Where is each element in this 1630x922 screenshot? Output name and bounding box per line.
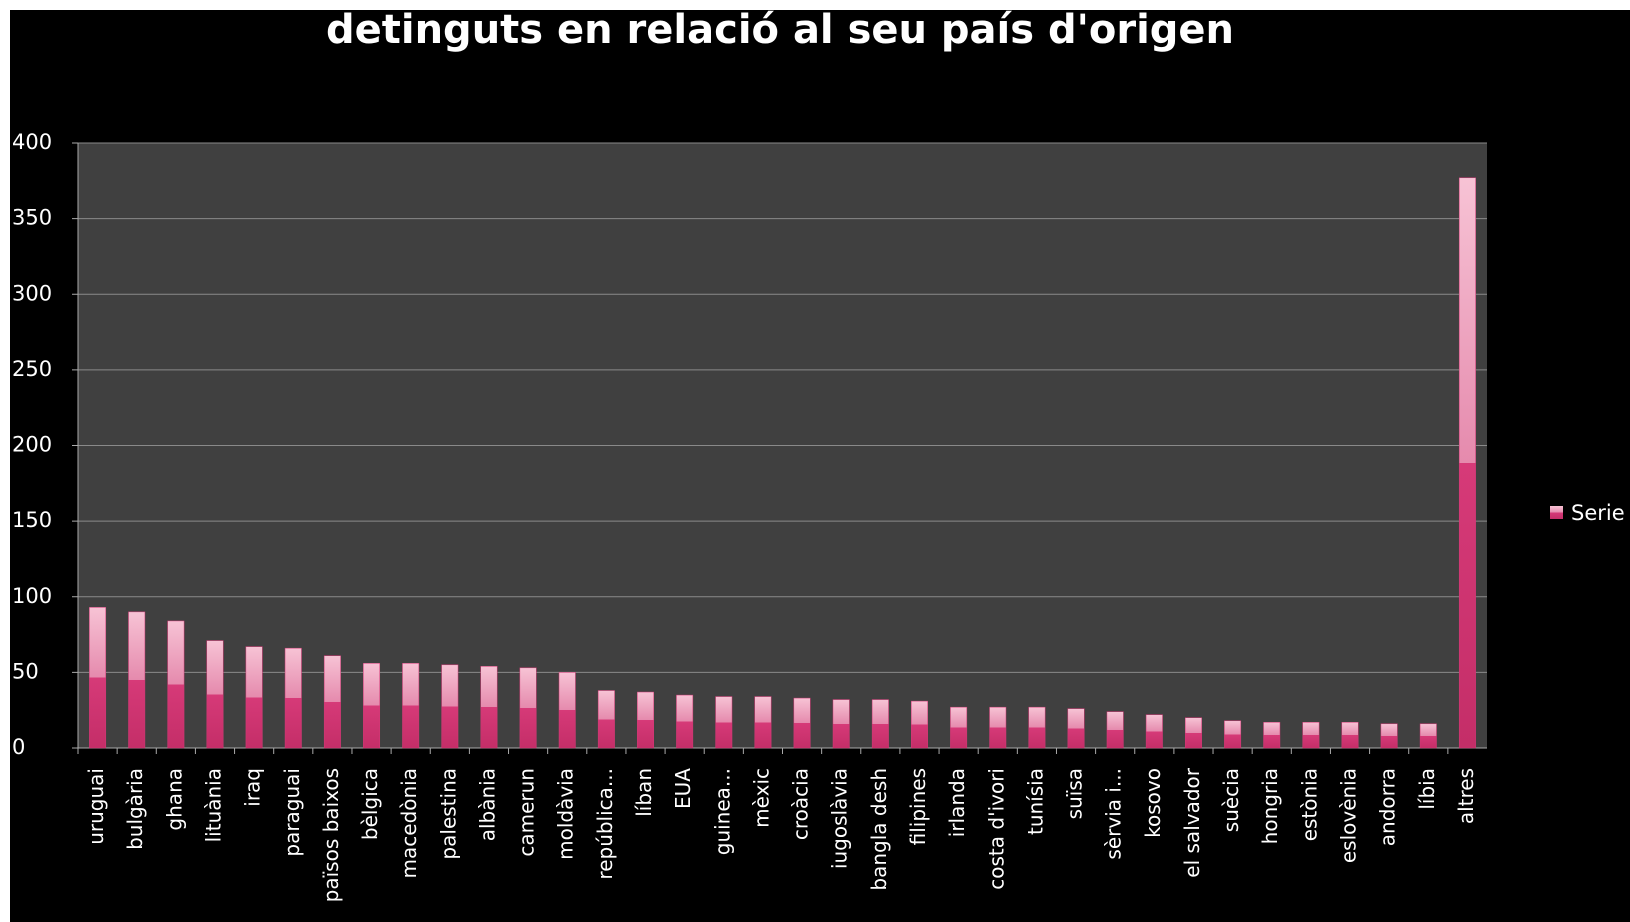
x-tick-label: altres bbox=[1454, 768, 1478, 824]
x-tick-label: costa d'ivori bbox=[984, 768, 1008, 890]
bar bbox=[1302, 722, 1320, 749]
x-tick-label: suïsa bbox=[1063, 768, 1087, 819]
legend-swatch bbox=[1550, 506, 1563, 519]
x-tick-label: bangla desh bbox=[867, 768, 891, 891]
bar bbox=[1419, 723, 1437, 749]
x-tick-label: bèlgica bbox=[358, 768, 382, 840]
x-tick-label: bulgària bbox=[123, 768, 147, 850]
bar bbox=[1184, 717, 1202, 749]
x-tick-label: filipines bbox=[906, 768, 930, 845]
x-tick-label: andorra bbox=[1376, 768, 1400, 846]
x-tick-label: iugoslàvia bbox=[828, 768, 852, 869]
y-tick-label: 200 bbox=[12, 433, 52, 457]
y-tick-label: 0 bbox=[12, 735, 25, 759]
bar bbox=[206, 640, 224, 749]
bar bbox=[1341, 722, 1359, 749]
bar bbox=[754, 696, 772, 749]
bar bbox=[363, 663, 381, 749]
x-tick-label: camerun bbox=[515, 768, 539, 857]
bar bbox=[637, 691, 654, 749]
bar bbox=[558, 672, 576, 749]
bar bbox=[950, 706, 968, 749]
y-tick-label: 250 bbox=[12, 357, 52, 381]
bar bbox=[793, 697, 811, 749]
x-tick-label: iraq bbox=[241, 768, 265, 807]
x-tick-label: guinea... bbox=[710, 768, 734, 855]
bar bbox=[323, 655, 341, 749]
bar bbox=[676, 694, 694, 749]
bar bbox=[911, 700, 928, 749]
x-tick-label: palestina bbox=[436, 768, 460, 860]
x-tick-label: uruguai bbox=[84, 768, 108, 845]
y-tick-label: 350 bbox=[12, 206, 52, 230]
bar bbox=[1380, 723, 1398, 749]
x-tick-label: líban bbox=[632, 768, 656, 817]
bar bbox=[167, 620, 185, 749]
y-tick-label: 400 bbox=[12, 130, 52, 154]
x-tick-label: paraguai bbox=[280, 768, 304, 857]
y-tick-label: 300 bbox=[12, 281, 52, 305]
x-tick-label: macedònia bbox=[397, 768, 421, 878]
bar bbox=[128, 611, 146, 749]
bar bbox=[1224, 720, 1242, 749]
y-tick-label: 150 bbox=[12, 508, 52, 532]
chart-title: detinguts en relació al seu país d'orige… bbox=[326, 7, 1234, 53]
bar bbox=[832, 699, 850, 749]
x-tick-label: irlanda bbox=[945, 768, 969, 837]
x-tick-label: EUA bbox=[671, 768, 695, 809]
x-tick-label: albània bbox=[475, 768, 499, 841]
bar bbox=[1067, 708, 1085, 749]
x-tick-label: moldàvia bbox=[554, 768, 578, 860]
bar bbox=[871, 699, 889, 749]
bar bbox=[597, 690, 615, 749]
x-tick-label: lituània bbox=[201, 768, 225, 842]
x-tick-label: mèxic bbox=[749, 768, 773, 828]
x-tick-label: líbia bbox=[1415, 768, 1439, 810]
bar bbox=[1458, 177, 1476, 749]
x-tick-label: hongria bbox=[1258, 768, 1282, 844]
bar bbox=[519, 667, 537, 749]
bar bbox=[989, 706, 1007, 749]
bar bbox=[1145, 714, 1163, 749]
bar bbox=[1106, 711, 1124, 749]
x-tick-label: el salvador bbox=[1180, 767, 1204, 877]
x-tick-label: república... bbox=[593, 768, 617, 880]
y-tick-label: 100 bbox=[12, 584, 52, 608]
x-tick-label: kosovo bbox=[1141, 768, 1165, 838]
bar bbox=[402, 663, 420, 749]
legend-label: Serie bbox=[1571, 501, 1625, 525]
x-tick-label: sèrvia i... bbox=[1102, 768, 1126, 860]
x-tick-label: països baixos bbox=[319, 768, 343, 902]
x-tick-label: ghana bbox=[162, 768, 186, 831]
bar bbox=[1263, 722, 1281, 749]
x-tick-label: tunísia bbox=[1023, 768, 1047, 835]
x-tick-label: croàcia bbox=[789, 768, 813, 840]
bar bbox=[1028, 706, 1046, 749]
bar bbox=[441, 664, 459, 749]
x-tick-label: suècia bbox=[1219, 768, 1243, 832]
bar bbox=[480, 666, 498, 749]
x-tick-label: estònia bbox=[1297, 768, 1321, 841]
bar bbox=[89, 607, 107, 749]
y-tick-label: 50 bbox=[12, 659, 39, 683]
bar bbox=[284, 647, 302, 749]
x-tick-label: eslovènia bbox=[1337, 768, 1361, 863]
bar bbox=[715, 696, 733, 749]
bar bbox=[245, 646, 263, 749]
